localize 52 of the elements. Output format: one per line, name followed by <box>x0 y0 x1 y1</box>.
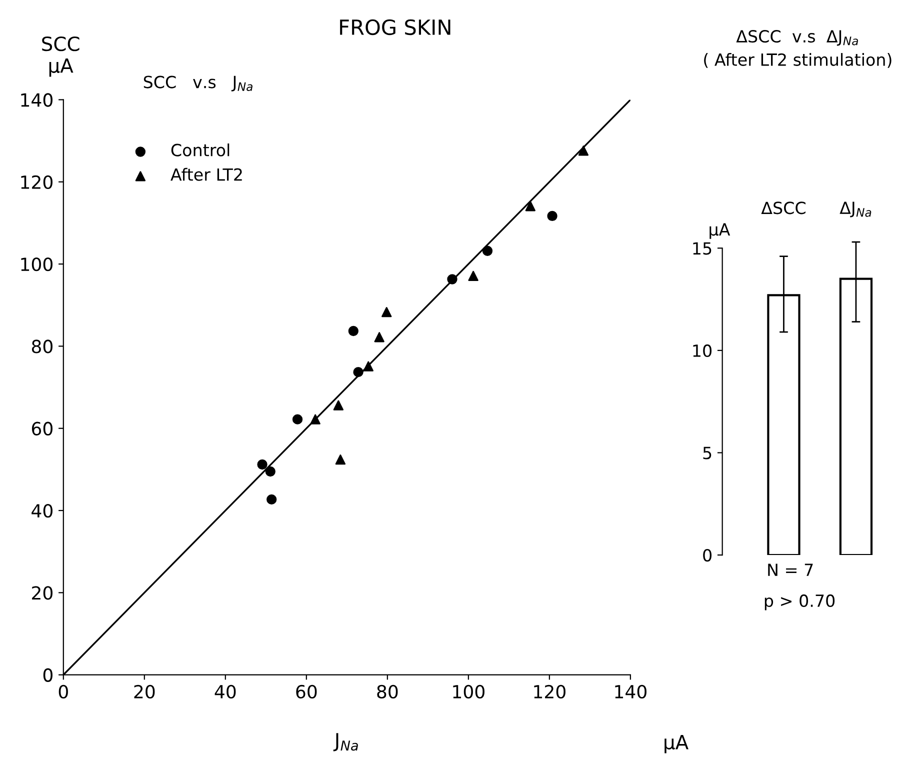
point <box>265 466 276 477</box>
x-axis-title: J$_{Na}$ <box>333 733 358 752</box>
y-tick-label: 10 <box>693 344 712 357</box>
y-tick-label: 15 <box>693 242 712 255</box>
point <box>525 201 536 212</box>
x-tick-label: ΔJ$_{Na}$ <box>840 202 872 218</box>
text: p > 0.70 <box>764 594 835 610</box>
x-tick-label: 100 <box>453 684 484 699</box>
x-tick-label: 20 <box>134 684 155 699</box>
y-tick-label: 140 <box>21 93 52 107</box>
x-tick-label: 60 <box>296 684 317 699</box>
y-tick-label: 0 <box>703 548 712 562</box>
x-tick-label: 0 <box>58 684 68 699</box>
chart-title: ΔSCC v.s ΔJ$_{Na}$ <box>736 30 858 46</box>
chart-subtitle: SCC v.s J$_{Na}$ <box>144 76 252 92</box>
y-tick-label: 20 <box>32 586 52 600</box>
point <box>468 270 478 282</box>
chart-title: FROG SKIN <box>340 19 450 36</box>
point <box>374 332 384 342</box>
y-tick-label: 120 <box>21 175 52 189</box>
y-tick-label: 5 <box>703 446 712 460</box>
point <box>547 210 558 222</box>
text: N = 7 <box>768 564 813 576</box>
y-tick-label: 100 <box>21 257 52 272</box>
x-tick-label: ΔSCC <box>761 202 806 214</box>
point <box>310 414 320 424</box>
point <box>482 246 493 256</box>
point <box>447 274 458 284</box>
y-axis-title: μA <box>710 223 730 239</box>
point <box>353 366 364 378</box>
chart-subtitle: ( After LT2 stimulation) <box>704 53 892 68</box>
legend-label: Control <box>171 143 230 156</box>
y-tick-label: 0 <box>43 668 52 682</box>
y-tick-label: 80 <box>32 340 52 354</box>
y-tick-label: 40 <box>32 504 52 518</box>
x-tick-label: 140 <box>615 684 646 699</box>
legend-label: After LT2 <box>170 168 242 181</box>
point <box>363 361 374 372</box>
point <box>292 414 303 424</box>
point <box>348 326 358 336</box>
x-tick-label: 40 <box>214 684 236 699</box>
point <box>333 400 344 410</box>
y-tick-label: 60 <box>32 422 52 436</box>
text: μA <box>664 735 688 754</box>
point <box>382 307 392 318</box>
point <box>578 146 589 156</box>
point <box>335 454 346 465</box>
x-tick-label: 120 <box>534 684 566 699</box>
y-axis-title: SCC μA <box>42 36 80 77</box>
point <box>257 459 268 470</box>
point <box>266 494 277 505</box>
x-tick-label: 80 <box>377 684 398 699</box>
